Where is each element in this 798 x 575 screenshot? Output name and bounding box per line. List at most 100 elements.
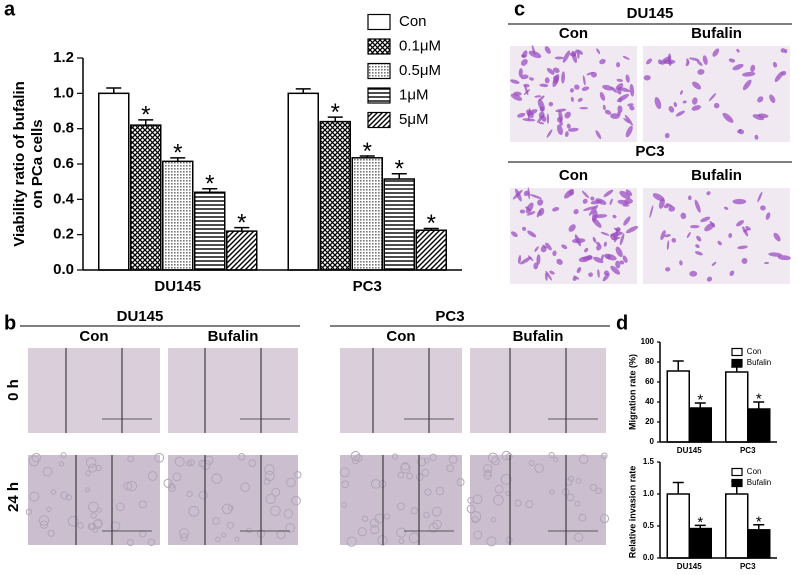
cell <box>537 114 545 123</box>
x-tick-label: PC3 <box>353 278 382 295</box>
cell <box>660 230 666 241</box>
cell <box>534 95 542 98</box>
error-bar <box>234 226 250 232</box>
cell <box>609 198 613 206</box>
cell <box>29 491 40 502</box>
cell <box>738 129 745 135</box>
cell <box>773 232 781 242</box>
cell <box>700 216 711 223</box>
cell <box>552 207 560 212</box>
panel-label: c <box>514 0 525 20</box>
cell <box>446 464 455 473</box>
significance-label: * <box>331 99 340 126</box>
y-tick-label: 1.2 <box>53 49 74 66</box>
cell <box>668 205 676 212</box>
cell <box>212 517 220 525</box>
cell <box>695 244 700 248</box>
cell <box>629 105 635 111</box>
cell <box>533 262 539 270</box>
cell <box>737 245 748 250</box>
cell <box>483 470 492 480</box>
image-panels: DU145 Con Bufalin PC3 Con Bufalin 0 h 24 h DU145… <box>5 5 792 547</box>
bar <box>287 92 319 271</box>
cell <box>624 114 634 126</box>
cell <box>572 49 578 57</box>
error-bar <box>753 401 765 409</box>
cell <box>527 230 537 238</box>
bar <box>725 371 749 443</box>
y-tick-label: 1.0 <box>643 489 655 498</box>
cell <box>711 261 717 266</box>
cell <box>602 84 613 91</box>
cell <box>619 233 625 246</box>
cell <box>623 216 631 226</box>
cell <box>50 489 57 495</box>
cell <box>417 457 427 467</box>
cell <box>754 134 759 140</box>
cell <box>574 500 581 507</box>
cell <box>525 500 534 509</box>
cell <box>536 254 541 265</box>
y-tick-label: 100 <box>641 337 655 346</box>
cell <box>87 501 99 513</box>
cell <box>546 68 555 75</box>
bar <box>162 160 194 271</box>
cell <box>221 503 233 515</box>
cell <box>611 236 621 241</box>
legend-label: Bufalin <box>747 358 771 367</box>
cell <box>610 113 620 119</box>
cell <box>528 460 535 467</box>
cell <box>39 520 49 529</box>
cell <box>562 50 571 63</box>
cell <box>668 106 675 113</box>
cell <box>709 220 716 228</box>
cell <box>270 505 281 517</box>
cell <box>180 533 189 542</box>
cell <box>564 478 573 486</box>
cell <box>781 70 787 76</box>
legend-label: 1μM <box>399 86 428 103</box>
cell <box>750 64 756 73</box>
column-title: Con <box>79 328 108 345</box>
group-title: DU145 <box>117 308 164 325</box>
cell <box>539 83 549 88</box>
cell <box>234 536 240 542</box>
bar <box>688 407 712 443</box>
cell <box>622 55 630 60</box>
cell <box>691 105 702 111</box>
y-tick-label: 1.0 <box>53 84 74 101</box>
cell <box>466 504 476 514</box>
error-bar <box>170 157 186 162</box>
cell <box>569 88 575 93</box>
cell <box>383 513 391 520</box>
cell <box>294 471 302 479</box>
x-tick-label: DU145 <box>154 278 201 295</box>
group-title: PC3 <box>635 143 664 160</box>
cell <box>529 194 542 200</box>
cell <box>752 114 765 121</box>
cell <box>619 190 631 200</box>
cell <box>561 244 568 250</box>
micrograph <box>510 46 637 142</box>
cell <box>616 62 621 68</box>
cell <box>576 267 582 274</box>
cell <box>126 539 134 546</box>
cell <box>520 54 527 58</box>
cell <box>406 472 414 480</box>
cell <box>671 237 677 243</box>
bar-chart: 0.0 0.2 0.4 0.6 0.8 1.0 1.2 Viability ratio of … <box>11 13 462 295</box>
cell <box>692 81 702 90</box>
y-tick-label: 40 <box>645 397 654 406</box>
cell <box>688 195 692 201</box>
cell <box>423 457 430 464</box>
cell <box>172 472 182 482</box>
cell <box>432 519 442 530</box>
micrograph <box>470 455 606 545</box>
cell <box>339 467 350 478</box>
y-tick-label: 0.0 <box>643 553 655 562</box>
bar <box>130 124 162 271</box>
cell <box>732 63 744 71</box>
cell <box>582 75 586 86</box>
cell <box>706 191 711 196</box>
cell <box>397 471 405 479</box>
